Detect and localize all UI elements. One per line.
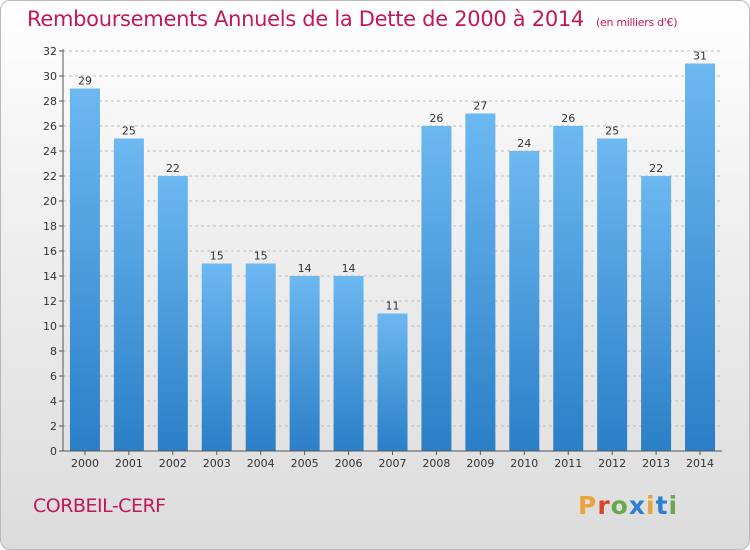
chart-unit: (en milliers d'€) (596, 16, 678, 29)
x-tick-label: 2008 (422, 457, 450, 470)
bar (113, 138, 144, 451)
bar (289, 276, 320, 451)
x-tick-label: 2005 (291, 457, 319, 470)
y-tick-label: 12 (43, 295, 57, 308)
bar-value-label: 15 (210, 250, 224, 263)
x-tick-label: 2013 (642, 457, 670, 470)
bar (421, 126, 452, 451)
x-tick-label: 2000 (71, 457, 99, 470)
x-tick-label: 2001 (115, 457, 143, 470)
x-tick-label: 2003 (203, 457, 231, 470)
bar (685, 63, 716, 451)
bar (509, 151, 540, 451)
y-tick-label: 30 (43, 70, 57, 83)
logo-letter: o (610, 491, 629, 520)
logo-letter: r (597, 491, 611, 520)
y-tick-label: 22 (43, 170, 57, 183)
x-tick-label: 2006 (335, 457, 363, 470)
bar-value-label: 27 (473, 100, 487, 113)
x-tick-label: 2012 (598, 457, 626, 470)
proxiti-logo: Proxiti (578, 491, 678, 520)
bar (157, 176, 188, 451)
x-tick-label: 2011 (554, 457, 582, 470)
chart-title: Remboursements Annuels de la Dette de 20… (27, 7, 677, 31)
logo-letter: P (578, 491, 598, 520)
y-tick-label: 18 (43, 220, 57, 233)
x-tick-label: 2004 (247, 457, 275, 470)
bar-value-label: 14 (342, 262, 356, 275)
bar (377, 313, 408, 451)
y-tick-label: 8 (50, 345, 57, 358)
bar (201, 263, 232, 451)
logo-letter: i (646, 491, 656, 520)
logo-letter: i (668, 491, 679, 520)
chart-title-text: Remboursements Annuels de la Dette de 20… (27, 7, 584, 31)
bar (245, 263, 276, 451)
y-tick-label: 10 (43, 320, 57, 333)
x-tick-label: 2014 (686, 457, 714, 470)
logo-letter: t (655, 491, 669, 520)
y-tick-label: 6 (50, 370, 57, 383)
x-tick-label: 2009 (466, 457, 494, 470)
bar (597, 138, 628, 451)
bar-value-label: 15 (254, 250, 268, 263)
y-tick-label: 16 (43, 245, 57, 258)
logo-letter: x (628, 491, 646, 520)
bar-value-label: 29 (78, 75, 92, 88)
x-tick-label: 2010 (510, 457, 538, 470)
y-tick-label: 28 (43, 95, 57, 108)
bar (553, 126, 584, 451)
y-tick-label: 26 (43, 120, 57, 133)
bar-value-label: 25 (122, 125, 136, 138)
x-tick-label: 2002 (159, 457, 187, 470)
y-tick-label: 4 (50, 395, 57, 408)
bar-value-label: 14 (298, 262, 312, 275)
bar (333, 276, 364, 451)
bar-value-label: 25 (605, 125, 619, 138)
bar-value-label: 11 (386, 300, 400, 313)
bar-value-label: 26 (429, 112, 443, 125)
bar (69, 88, 100, 451)
y-tick-label: 20 (43, 195, 57, 208)
y-tick-label: 32 (43, 45, 57, 58)
bar-value-label: 22 (649, 162, 663, 175)
bar-value-label: 24 (517, 137, 531, 150)
bar-value-label: 26 (561, 112, 575, 125)
y-tick-label: 14 (43, 270, 57, 283)
bar-value-label: 31 (693, 50, 707, 63)
y-tick-label: 24 (43, 145, 57, 158)
x-tick-label: 2007 (379, 457, 407, 470)
bar (641, 176, 672, 451)
place-name: CORBEIL-CERF (33, 495, 166, 517)
bar (465, 113, 496, 451)
y-tick-label: 2 (50, 420, 57, 433)
y-tick-label: 0 (50, 445, 57, 458)
bar-value-label: 22 (166, 162, 180, 175)
